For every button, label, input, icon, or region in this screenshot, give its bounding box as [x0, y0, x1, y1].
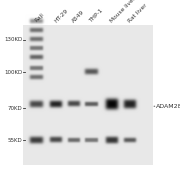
- Bar: [23, 25, 153, 166]
- Text: 100KD: 100KD: [4, 69, 22, 75]
- Text: Rat liver: Rat liver: [127, 3, 148, 23]
- Text: Raji: Raji: [33, 12, 45, 23]
- Text: THP-1: THP-1: [88, 8, 104, 23]
- Text: A549: A549: [71, 9, 86, 23]
- Text: 55KD: 55KD: [8, 138, 22, 143]
- Text: 70KD: 70KD: [8, 105, 22, 111]
- Text: HT-29: HT-29: [53, 8, 69, 23]
- Text: Mouse liver: Mouse liver: [109, 0, 137, 23]
- Text: ADAM28: ADAM28: [156, 104, 180, 109]
- Text: 130KD: 130KD: [4, 37, 22, 42]
